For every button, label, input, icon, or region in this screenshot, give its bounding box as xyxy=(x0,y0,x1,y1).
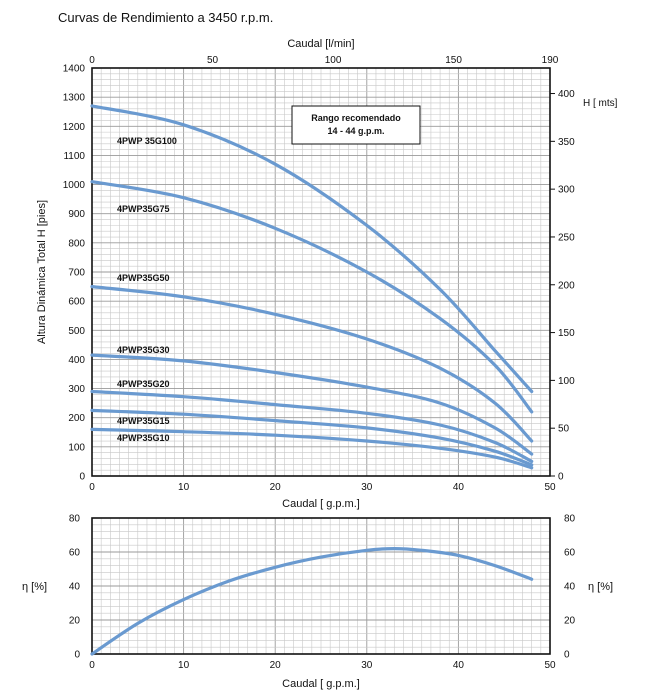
x-tick-label: 10 xyxy=(178,660,190,671)
y-tick-label: 0 xyxy=(79,472,85,483)
x-tick-label: 30 xyxy=(361,660,373,671)
curve-label: 4PWP35G15 xyxy=(117,416,170,426)
right-y-tick-label: 40 xyxy=(564,582,576,593)
x-tick-label: 30 xyxy=(361,482,373,493)
x-tick-label: 40 xyxy=(453,482,465,493)
y-tick-label: 600 xyxy=(68,297,85,308)
x-axis-label: Caudal [ g.p.m.] xyxy=(282,678,360,690)
y-tick-label: 500 xyxy=(68,326,85,337)
x-tick-label: 0 xyxy=(89,660,95,671)
x-tick-label: 10 xyxy=(178,482,190,493)
right-y-tick-label: 100 xyxy=(558,376,575,387)
y-tick-label: 40 xyxy=(69,582,81,593)
y-tick-label: 80 xyxy=(69,514,81,525)
right-y-tick-label: 60 xyxy=(564,548,576,559)
y-tick-label: 400 xyxy=(68,355,85,366)
plot-frame xyxy=(91,67,551,477)
top-x-tick-label: 100 xyxy=(325,55,342,66)
right-y-tick-label: 80 xyxy=(564,514,576,525)
top-x-tick-label: 190 xyxy=(542,55,559,66)
curve-4pwp35g30 xyxy=(90,353,534,456)
top-x-tick-label: 0 xyxy=(89,55,95,66)
right-y-tick-label: 250 xyxy=(558,232,575,243)
y-tick-label: 1200 xyxy=(63,122,86,133)
y-axis-label: Altura Dinámica Total H [pies] xyxy=(36,200,48,344)
curve-4pwp35g75 xyxy=(90,180,534,414)
right-y-tick-label: 20 xyxy=(564,616,576,627)
head-chart: 0100200300400500600700800900100011001200… xyxy=(36,38,618,510)
top-x-axis-label: Caudal [l/min] xyxy=(287,38,354,50)
curve-4pwp-35g100 xyxy=(90,104,534,394)
x-tick-label: 40 xyxy=(453,660,465,671)
right-y-tick-label: 0 xyxy=(564,650,570,661)
right-y-axis-label: η [%] xyxy=(588,581,613,593)
y-tick-label: 60 xyxy=(69,548,81,559)
y-tick-label: 100 xyxy=(68,442,85,453)
y-tick-label: 300 xyxy=(68,384,85,395)
right-y-tick-label: 350 xyxy=(558,137,575,148)
y-tick-label: 20 xyxy=(69,616,81,627)
right-y-tick-label: 400 xyxy=(558,89,575,100)
y-tick-label: 1400 xyxy=(63,64,86,75)
x-tick-label: 0 xyxy=(89,482,95,493)
y-axis-label: η [%] xyxy=(22,581,47,593)
note-line-1: Rango recomendado xyxy=(311,113,401,123)
right-y-tick-label: 150 xyxy=(558,328,575,339)
curve-label: 4PWP35G30 xyxy=(117,345,170,355)
x-tick-label: 50 xyxy=(544,482,556,493)
curve-label: 4PWP35G50 xyxy=(117,273,170,283)
curve-4pwp35g20 xyxy=(90,389,534,463)
y-tick-label: 800 xyxy=(68,238,85,249)
note-line-2: 14 - 44 g.p.m. xyxy=(327,126,384,136)
curve-4pwp35g50 xyxy=(90,285,534,443)
plot-frame xyxy=(91,517,551,655)
right-y-tick-label: 200 xyxy=(558,280,575,291)
curve-label: 4PWP35G10 xyxy=(117,433,170,443)
x-tick-label: 50 xyxy=(544,660,556,671)
y-tick-label: 1300 xyxy=(63,93,86,104)
y-tick-label: 1000 xyxy=(63,180,86,191)
x-axis-label: Caudal [ g.p.m.] xyxy=(282,498,360,510)
right-y-axis-label: H [ mts] xyxy=(583,98,618,109)
right-y-tick-label: 50 xyxy=(558,424,570,435)
y-tick-label: 700 xyxy=(68,268,85,279)
chart-title: Curvas de Rendimiento a 3450 r.p.m. xyxy=(58,10,273,25)
curve-label: 4PWP 35G100 xyxy=(117,136,177,146)
curve-label: 4PWP35G20 xyxy=(117,379,170,389)
note-box xyxy=(291,105,421,145)
curve-4pwp35g15 xyxy=(90,408,534,467)
right-y-tick-label: 0 xyxy=(558,472,564,483)
top-x-tick-label: 50 xyxy=(207,55,219,66)
curve-4pwp35g10 xyxy=(90,427,534,470)
y-tick-label: 900 xyxy=(68,209,85,220)
efficiency-chart: 0 20 40 60 80 0 20 40 60 80 0 10 20 30 40 50 Caudal [ g.… xyxy=(22,514,613,691)
x-tick-label: 20 xyxy=(270,660,282,671)
right-y-tick-label: 300 xyxy=(558,185,575,196)
y-tick-label: 0 xyxy=(74,650,80,661)
x-tick-label: 20 xyxy=(270,482,282,493)
efficiency-curve xyxy=(90,546,534,656)
y-tick-label: 1100 xyxy=(63,151,85,162)
curve-label: 4PWP35G75 xyxy=(117,204,170,214)
top-x-tick-label: 150 xyxy=(445,55,462,66)
y-tick-label: 200 xyxy=(68,413,85,424)
